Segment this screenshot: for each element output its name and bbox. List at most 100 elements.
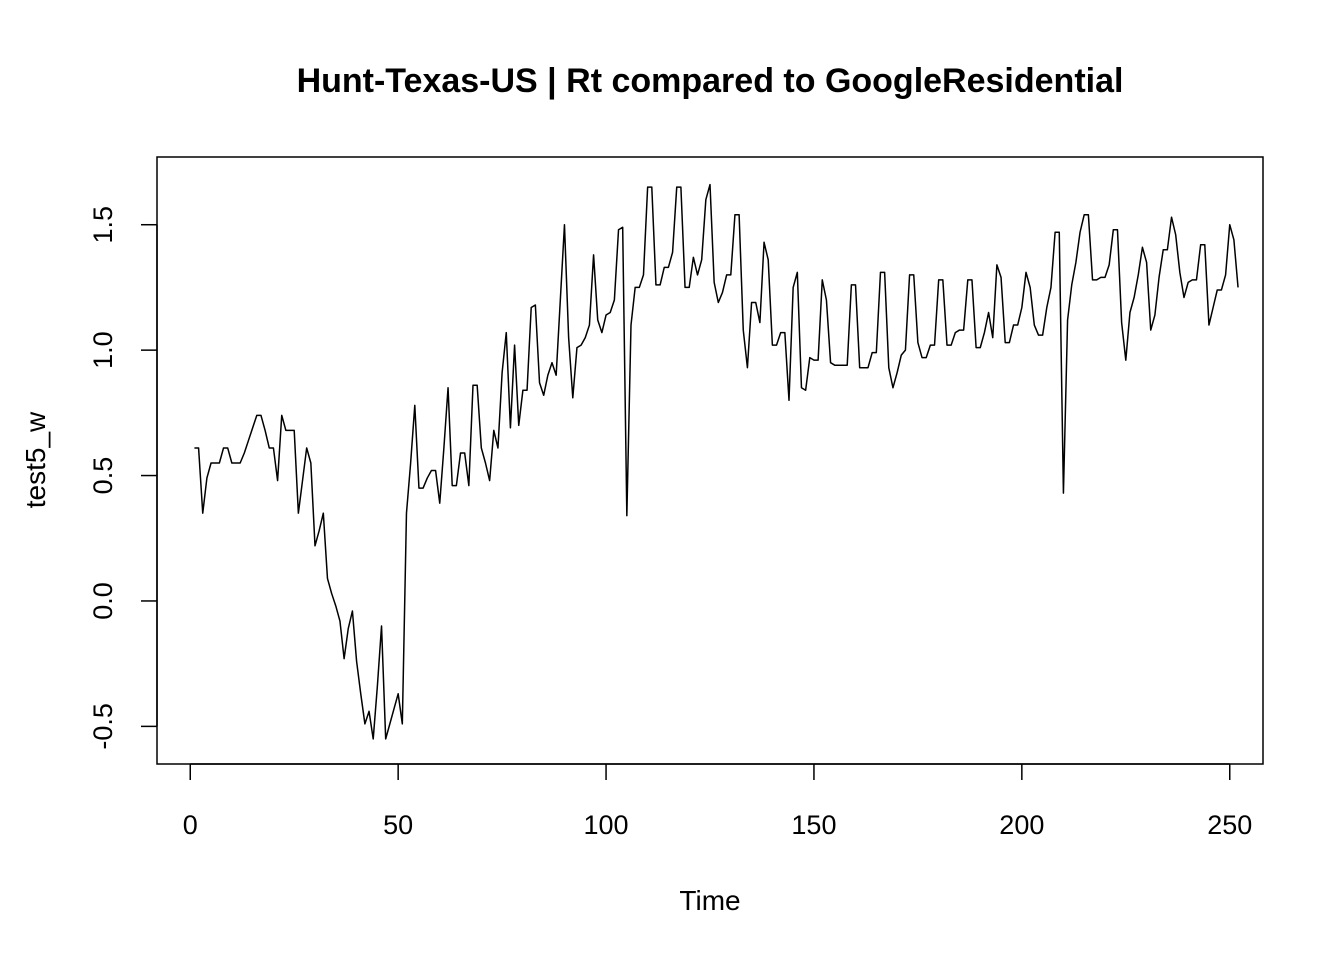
data-point	[1005, 342, 1006, 343]
data-point	[996, 264, 997, 265]
data-point	[626, 515, 627, 516]
data-point	[1221, 289, 1222, 290]
data-point	[472, 385, 473, 386]
data-point	[776, 345, 777, 346]
data-point	[980, 347, 981, 348]
data-point	[1030, 287, 1031, 288]
series-line	[194, 183, 1239, 740]
data-point	[447, 387, 448, 388]
x-tick-label: 250	[1207, 810, 1252, 840]
data-point	[1059, 232, 1060, 233]
data-point	[306, 447, 307, 448]
data-point	[547, 375, 548, 376]
data-point	[664, 267, 665, 268]
data-point	[1237, 287, 1238, 288]
data-point	[368, 711, 369, 712]
data-points	[194, 184, 1239, 740]
data-point	[1063, 493, 1064, 494]
data-point	[793, 287, 794, 288]
data-point	[285, 430, 286, 431]
data-point	[1021, 307, 1022, 308]
data-point	[1038, 334, 1039, 335]
data-point	[1025, 272, 1026, 273]
x-tick-label: 50	[383, 810, 413, 840]
data-point	[780, 332, 781, 333]
data-point	[206, 477, 207, 478]
data-point	[797, 272, 798, 273]
y-tick-label: 0.0	[88, 582, 118, 620]
data-point	[1150, 329, 1151, 330]
data-point	[701, 259, 702, 260]
data-point	[364, 723, 365, 724]
data-point	[826, 299, 827, 300]
data-point	[1104, 277, 1105, 278]
data-point	[1154, 314, 1155, 315]
data-point	[905, 350, 906, 351]
data-point	[788, 400, 789, 401]
data-point	[759, 322, 760, 323]
data-point	[248, 440, 249, 441]
data-point	[676, 187, 677, 188]
data-point	[946, 345, 947, 346]
data-point	[859, 367, 860, 368]
data-point	[1079, 232, 1080, 233]
data-point	[439, 503, 440, 504]
data-point	[1179, 272, 1180, 273]
data-point	[1121, 322, 1122, 323]
data-point	[589, 324, 590, 325]
data-point	[672, 252, 673, 253]
data-point	[684, 287, 685, 288]
data-point	[319, 530, 320, 531]
data-point	[1113, 229, 1114, 230]
data-point	[543, 395, 544, 396]
data-point	[1134, 297, 1135, 298]
data-point	[888, 367, 889, 368]
data-point	[855, 284, 856, 285]
x-tick-label: 100	[584, 810, 629, 840]
data-point	[630, 324, 631, 325]
data-point	[597, 319, 598, 320]
data-point	[481, 447, 482, 448]
data-point	[697, 274, 698, 275]
data-point	[1017, 324, 1018, 325]
data-point	[693, 257, 694, 258]
data-point	[576, 347, 577, 348]
data-point	[406, 513, 407, 514]
data-point	[955, 332, 956, 333]
data-point	[443, 447, 444, 448]
data-point	[593, 254, 594, 255]
data-point	[260, 415, 261, 416]
data-point	[423, 487, 424, 488]
data-point	[310, 462, 311, 463]
data-point	[842, 365, 843, 366]
data-point	[772, 345, 773, 346]
data-point	[605, 314, 606, 315]
data-point	[655, 284, 656, 285]
data-point	[485, 462, 486, 463]
data-point	[1142, 247, 1143, 248]
data-point	[1171, 217, 1172, 218]
data-point	[614, 299, 615, 300]
data-point	[235, 462, 236, 463]
data-point	[348, 628, 349, 629]
data-point	[431, 470, 432, 471]
data-point	[389, 723, 390, 724]
data-point	[210, 462, 211, 463]
data-point	[867, 367, 868, 368]
data-point	[1167, 249, 1168, 250]
data-point	[215, 462, 216, 463]
data-point	[747, 367, 748, 368]
data-point	[1071, 284, 1072, 285]
data-point	[830, 362, 831, 363]
data-point	[269, 447, 270, 448]
y-tick-label: 1.5	[88, 206, 118, 244]
data-point	[526, 390, 527, 391]
data-point	[1188, 282, 1189, 283]
data-point	[240, 462, 241, 463]
data-point	[314, 545, 315, 546]
data-point	[414, 405, 415, 406]
data-point	[381, 625, 382, 626]
data-point	[468, 485, 469, 486]
data-point	[897, 372, 898, 373]
data-point	[194, 447, 195, 448]
